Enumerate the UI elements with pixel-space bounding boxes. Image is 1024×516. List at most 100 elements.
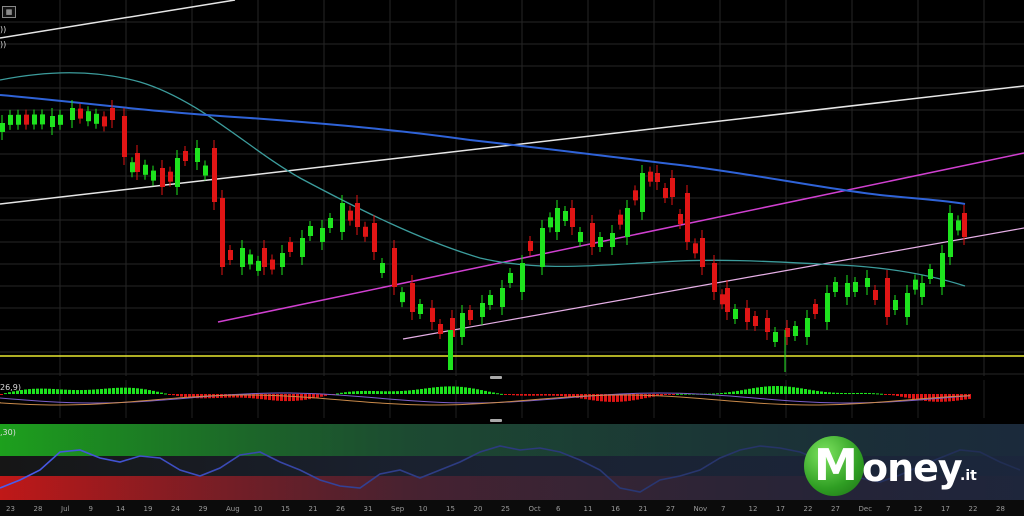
macd-bar xyxy=(504,394,507,395)
candle xyxy=(195,148,200,162)
macd-bar xyxy=(40,388,43,394)
macd-bar xyxy=(112,388,115,394)
macd-bar xyxy=(776,386,779,394)
calendar-icon[interactable]: ▦ xyxy=(2,6,16,18)
macd-bar xyxy=(456,386,459,394)
x-axis-tick: Oct xyxy=(529,505,541,513)
candle xyxy=(400,292,405,303)
macd-bar xyxy=(256,394,259,399)
macd-bar xyxy=(888,394,891,395)
macd-bar xyxy=(668,394,671,395)
macd-bar xyxy=(436,387,439,394)
candle xyxy=(725,288,730,312)
macd-bar xyxy=(836,392,839,394)
x-axis-tick: 6 xyxy=(556,505,561,513)
candle xyxy=(248,254,253,265)
candle xyxy=(753,316,758,326)
macd-bar xyxy=(532,394,535,396)
oscillator-label: ,30) xyxy=(0,428,16,437)
macd-bar xyxy=(512,394,515,396)
macd-bar xyxy=(140,388,143,394)
macd-bar xyxy=(572,394,575,398)
candle xyxy=(50,116,55,127)
macd-bar xyxy=(320,394,323,397)
macd-bar xyxy=(632,394,635,401)
x-axis-tick: Nov xyxy=(694,505,708,513)
macd-bar xyxy=(152,390,155,394)
candle xyxy=(685,193,690,242)
macd-bar xyxy=(908,394,911,399)
macd-bar xyxy=(600,394,603,402)
candle xyxy=(480,303,485,317)
panel-splitter-2[interactable] xyxy=(490,419,502,422)
candle xyxy=(570,208,575,227)
macd-panel[interactable] xyxy=(0,380,1024,418)
x-axis-tick: 24 xyxy=(171,505,180,513)
candle xyxy=(508,273,513,283)
macd-bar xyxy=(428,387,431,394)
macd-bar xyxy=(136,388,139,394)
logo-circle xyxy=(804,436,864,496)
candle xyxy=(712,263,717,292)
candlestick-series[interactable] xyxy=(0,100,967,372)
x-axis-tick: 9 xyxy=(89,505,93,513)
macd-bar xyxy=(72,389,75,394)
macd-bar xyxy=(872,393,875,395)
panel-splitter-1[interactable] xyxy=(490,376,502,379)
magenta-channel-upper[interactable] xyxy=(217,152,1024,323)
candle xyxy=(270,259,275,270)
candle xyxy=(488,295,493,305)
candle xyxy=(8,114,13,125)
macd-bar xyxy=(832,392,835,394)
candle xyxy=(940,253,945,287)
candle xyxy=(700,238,705,267)
macd-bar xyxy=(384,391,387,394)
grid xyxy=(0,0,1024,376)
macd-bar xyxy=(744,389,747,394)
macd-bar xyxy=(476,389,479,394)
x-axis-tick: 15 xyxy=(281,505,290,513)
macd-bar xyxy=(188,394,191,398)
macd-bar xyxy=(280,394,283,401)
macd-bar xyxy=(124,387,127,394)
macd-bar xyxy=(224,394,227,398)
x-axis-tick: 27 xyxy=(666,505,675,513)
macd-bar xyxy=(272,394,275,401)
macd-bar xyxy=(780,386,783,394)
candle xyxy=(130,162,135,173)
macd-bar xyxy=(732,391,735,394)
macd-bar xyxy=(4,393,7,395)
macd-bar xyxy=(536,394,539,396)
price-panel[interactable] xyxy=(0,0,1024,376)
candle xyxy=(348,210,353,221)
candle xyxy=(845,283,850,297)
candle xyxy=(610,233,615,247)
macd-bar xyxy=(688,393,691,395)
candle xyxy=(905,293,910,317)
macd-bar xyxy=(156,391,159,394)
macd-bar xyxy=(864,392,867,394)
macd-bar xyxy=(548,394,551,396)
macd-bar xyxy=(76,390,79,394)
macd-bar xyxy=(596,394,599,401)
upper-channel-line[interactable] xyxy=(0,0,236,39)
macd-bar xyxy=(464,387,467,394)
macd-bar xyxy=(48,388,51,394)
candle xyxy=(450,318,455,337)
macd-bar xyxy=(380,391,383,394)
macd-bar xyxy=(276,394,279,401)
macd-bar xyxy=(760,386,763,394)
macd-bar xyxy=(800,388,803,394)
macd-bar xyxy=(812,390,815,394)
candle xyxy=(160,168,165,187)
macd-bar xyxy=(148,390,151,394)
macd-bar xyxy=(820,391,823,394)
macd-bar xyxy=(484,390,487,394)
candle xyxy=(865,278,870,287)
macd-bar xyxy=(716,393,719,395)
macd-bar xyxy=(468,387,471,394)
candle xyxy=(825,293,830,322)
macd-bar xyxy=(524,394,527,396)
macd-bar xyxy=(52,388,55,394)
